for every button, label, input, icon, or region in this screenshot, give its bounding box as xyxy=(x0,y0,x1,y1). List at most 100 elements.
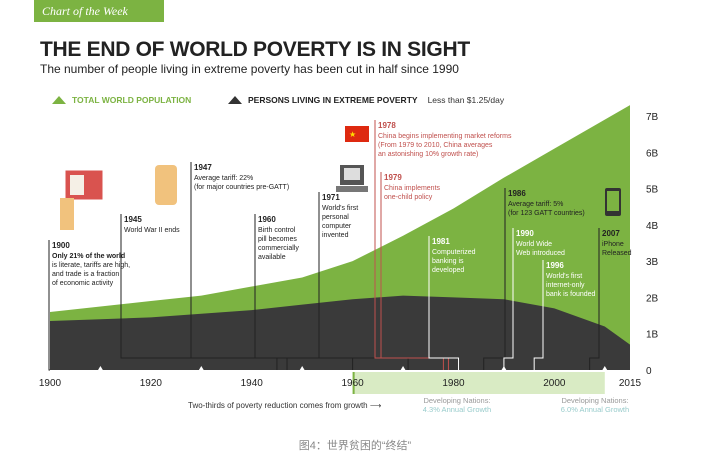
x-minor-tick xyxy=(601,366,608,371)
x-tick-label: 1960 xyxy=(341,378,364,389)
y-tick-label: 1B xyxy=(646,330,659,341)
annotation-1981: 1981 Computerized banking is developed xyxy=(428,236,476,370)
y-tick-label: 2B xyxy=(646,293,659,304)
annotation-line: (From 1979 to 2010, China averages xyxy=(378,142,493,149)
arrow-right-icon: ⟶ xyxy=(369,401,382,410)
flag-star-icon: ★ xyxy=(349,130,356,139)
x-tick-label: 1920 xyxy=(140,378,163,389)
annotation-year: 2007 xyxy=(602,229,620,238)
mountain-icon xyxy=(52,96,66,104)
annotation-line: Average tariff: 22% xyxy=(194,175,253,182)
annotation-1971: 1971 World's first personal computer invente… xyxy=(318,192,409,370)
annotation-line: Average tariff: 5% xyxy=(508,201,563,208)
x-tick-label: 2000 xyxy=(543,378,566,389)
x-minor-tick xyxy=(198,366,205,371)
growth-band-edge xyxy=(352,372,355,394)
annotation-line: World Wide xyxy=(516,241,552,248)
annotation-1990: 1990 World Wide Web introduced xyxy=(503,228,565,370)
leader-line xyxy=(380,172,449,370)
annotation-year: 1996 xyxy=(546,261,564,270)
page-title: THE END OF WORLD POVERTY IS IN SIGHT xyxy=(40,38,470,61)
dev-growth-2-label: Developing Nations: xyxy=(561,396,629,405)
annotation-year: 1960 xyxy=(258,215,276,224)
annotation-line: Web introduced xyxy=(516,250,565,257)
legend-population-label: TOTAL WORLD POPULATION xyxy=(72,95,192,105)
annotation-year: 1981 xyxy=(432,237,450,246)
annotation-line: invented xyxy=(322,232,349,239)
leader-line xyxy=(428,236,460,370)
dev-growth-2: Developing Nations: 6.0% Annual Growth xyxy=(550,396,640,414)
x-tick-label: 1940 xyxy=(241,378,264,389)
leader-line xyxy=(254,214,354,370)
annotation-line: China begins implementing market reforms xyxy=(378,133,512,140)
annotation-line: iPhone xyxy=(602,241,624,248)
annotation-line: an astonishing 10% growth rate) xyxy=(378,151,478,158)
x-minor-tick xyxy=(500,366,507,371)
legend-poverty: PERSONS LIVING IN EXTREME POVERTY Less t… xyxy=(228,95,504,105)
x-tick-label: 1900 xyxy=(39,378,62,389)
china-flag-icon xyxy=(345,126,369,142)
annotation-line: Birth control xyxy=(258,227,296,234)
annotation-line: (for major countries pre-GATT) xyxy=(194,184,289,191)
annotation-line: pill becomes xyxy=(258,236,297,243)
annotation-line: Computerized xyxy=(432,249,476,256)
annotation-line: internet-only xyxy=(546,282,585,289)
leader-line xyxy=(48,240,50,371)
keyboard-icon xyxy=(336,186,368,192)
dev-growth-1-label: Developing Nations: xyxy=(423,396,491,405)
annotation-year: 1900 xyxy=(52,241,70,250)
annotation-line: of economic activity xyxy=(52,280,114,287)
dev-growth-1-rate: 4.3% Annual Growth xyxy=(422,405,492,414)
dev-growth-1: Developing Nations: 4.3% Annual Growth xyxy=(412,396,502,414)
annotation-year: 1978 xyxy=(378,121,396,130)
book-page-icon xyxy=(70,175,84,195)
y-tick-zero: 0 xyxy=(646,366,652,377)
annotation-line: and trade is a fraction xyxy=(52,271,119,278)
x-minor-tick xyxy=(400,366,407,371)
annotation-1900: 1900 Only 21% of the world is literate, ta… xyxy=(48,240,130,371)
y-tick-label: 7B xyxy=(646,112,659,123)
annotation-2007: 2007 iPhone Released xyxy=(589,228,632,370)
dev-growth-2-rate: 6.0% Annual Growth xyxy=(560,405,630,414)
annotation-line: World's first xyxy=(546,273,582,280)
leader-line xyxy=(533,260,544,370)
poverty-area xyxy=(50,295,630,370)
x-minor-tick xyxy=(97,366,104,371)
annotation-year: 1945 xyxy=(124,215,142,224)
annotation-line: personal xyxy=(322,214,349,221)
hand-icon xyxy=(60,198,74,230)
annotation-line: (for 123 GATT countries) xyxy=(508,210,585,217)
legend-population: TOTAL WORLD POPULATION xyxy=(52,95,191,105)
annotation-1986: 1986 Average tariff: 5% (for 123 GATT coun… xyxy=(483,188,585,370)
annotation-1979: 1979 China implements one-child policy xyxy=(380,172,449,370)
annotation-year: 1971 xyxy=(322,193,340,202)
y-tick-label: 6B xyxy=(646,148,659,159)
annotation-1947: 1947 Average tariff: 22% (for major countr… xyxy=(190,162,289,370)
growth-note: Two-thirds of poverty reduction comes fr… xyxy=(188,401,381,410)
legend-poverty-note: Less than $1.25/day xyxy=(427,95,505,105)
annotation-line: available xyxy=(258,254,286,261)
annotation-1960: 1960 Birth control pill becomes commerciall… xyxy=(254,214,354,370)
y-tick-label: 4B xyxy=(646,221,659,232)
peace-hand-icon xyxy=(155,165,177,205)
annotation-year: 1986 xyxy=(508,189,526,198)
page-subtitle: The number of people living in extreme p… xyxy=(40,62,459,76)
annotation-line: commercially xyxy=(258,245,299,252)
leader-line xyxy=(190,162,288,370)
x-tick-label: 2015 xyxy=(619,378,642,389)
annotation-line: computer xyxy=(322,223,352,230)
computer-screen-icon xyxy=(344,168,360,180)
x-minor-tick xyxy=(299,366,306,371)
x-tick-label: 1980 xyxy=(442,378,465,389)
annotation-line: developed xyxy=(432,267,464,274)
leader-line xyxy=(589,228,600,370)
annotation-line: is literate, tariffs are high, xyxy=(52,262,130,269)
phone-screen-icon xyxy=(607,191,619,211)
ribbon-label: Chart of the Week xyxy=(34,0,164,22)
growth-note-text: Two-thirds of poverty reduction comes fr… xyxy=(188,401,368,410)
annotation-line: World's first xyxy=(322,205,358,212)
y-tick-label: 3B xyxy=(646,257,659,268)
annotation-line: one-child policy xyxy=(384,194,433,201)
figure-caption: 图4：世界贫困的“终结” xyxy=(298,440,412,452)
